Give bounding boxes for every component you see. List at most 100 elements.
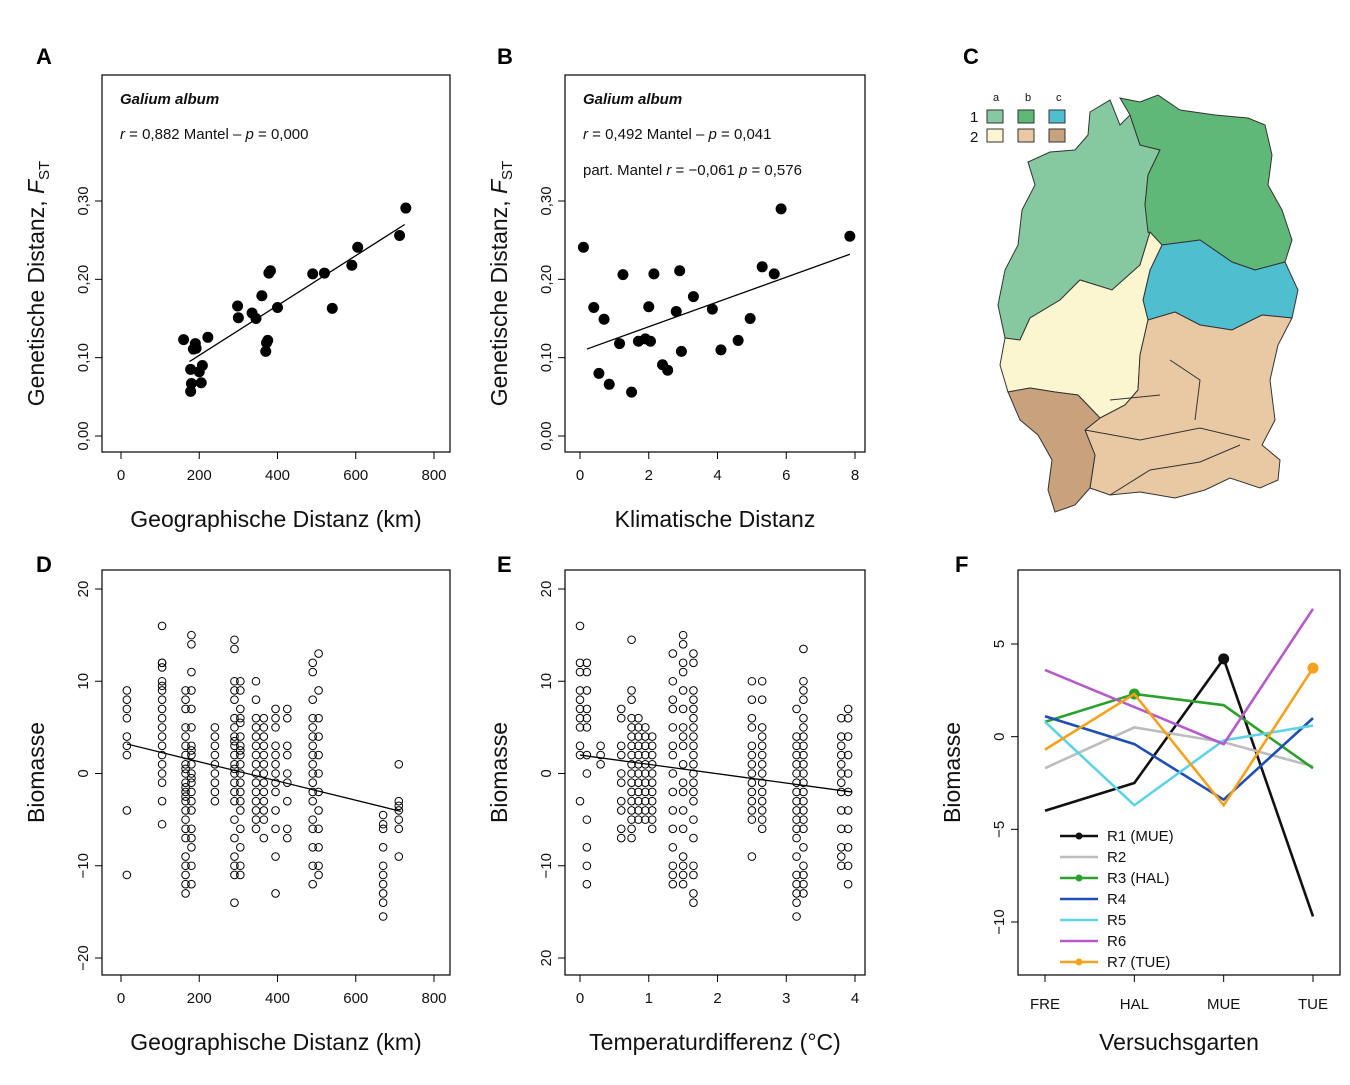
data-point xyxy=(157,741,167,751)
panel-letter-a: A xyxy=(36,44,52,69)
data-point xyxy=(230,686,239,695)
data-point xyxy=(643,301,655,313)
data-point xyxy=(582,843,592,852)
data-point xyxy=(747,759,757,769)
data-point xyxy=(271,723,280,732)
data-point xyxy=(157,681,167,691)
data-point xyxy=(230,852,239,861)
data-point xyxy=(616,704,626,714)
x-axis-title: Klimatische Distanz xyxy=(615,506,816,532)
x-tick-label: FRE xyxy=(1030,996,1060,1013)
data-point xyxy=(394,852,404,861)
data-point xyxy=(668,843,678,852)
data-point xyxy=(157,732,167,741)
data-point xyxy=(836,732,846,741)
data-point xyxy=(181,783,190,792)
data-point xyxy=(187,723,196,732)
data-point xyxy=(308,723,318,732)
data-point xyxy=(757,769,767,778)
data-point xyxy=(181,769,190,778)
data-point xyxy=(230,861,239,871)
data-point xyxy=(689,658,698,668)
data-point xyxy=(799,778,808,788)
data-point xyxy=(836,759,846,769)
data-point xyxy=(582,723,592,732)
legend-label: R2 xyxy=(1107,849,1126,866)
data-point xyxy=(271,750,280,760)
data-point xyxy=(634,787,643,797)
data-point xyxy=(843,824,853,834)
data-point xyxy=(634,741,643,751)
panel-letter-e: E xyxy=(497,552,512,577)
data-point xyxy=(307,268,319,280)
data-point xyxy=(157,713,167,723)
data-point xyxy=(747,723,757,732)
data-point xyxy=(236,732,245,741)
data-point xyxy=(582,667,592,677)
data-point xyxy=(678,686,688,695)
data-point xyxy=(262,334,274,346)
x-tick-label: 400 xyxy=(265,990,290,1007)
data-point xyxy=(792,889,801,898)
data-point xyxy=(647,732,657,741)
data-point xyxy=(792,824,801,834)
data-point xyxy=(689,898,698,907)
data-point xyxy=(314,649,323,658)
x-tick-label: 2 xyxy=(645,467,653,484)
data-point xyxy=(190,342,202,354)
panel-letter-f: F xyxy=(955,552,968,577)
data-point xyxy=(251,778,261,788)
data-point xyxy=(678,630,688,640)
data-point xyxy=(181,778,190,788)
series-line xyxy=(1044,667,1315,808)
y-tick-label: 0,10 xyxy=(538,343,555,372)
data-point xyxy=(616,769,626,778)
data-point xyxy=(627,769,636,778)
data-point xyxy=(236,824,245,834)
series-line xyxy=(1044,726,1314,770)
legend-label: R4 xyxy=(1107,891,1126,908)
data-point xyxy=(668,870,678,880)
data-point xyxy=(251,695,261,705)
data-point xyxy=(792,879,801,889)
data-point xyxy=(747,695,757,705)
data-point xyxy=(230,833,239,843)
data-point xyxy=(799,870,808,880)
data-point xyxy=(647,778,657,788)
data-point xyxy=(271,713,280,723)
y-axis-title: Genetische Distanz, FST xyxy=(486,161,516,406)
data-point xyxy=(575,713,585,723)
data-point xyxy=(575,621,585,631)
data-point xyxy=(181,764,190,774)
data-point xyxy=(843,732,853,741)
data-point xyxy=(187,879,196,889)
data-point xyxy=(647,750,657,760)
series-line xyxy=(1044,656,1315,917)
data-point xyxy=(251,815,261,824)
data-point xyxy=(689,833,698,843)
data-point xyxy=(689,741,698,751)
data-point xyxy=(157,686,167,695)
data-point xyxy=(627,695,636,705)
data-point xyxy=(799,861,808,871)
x-tick-label: 1 xyxy=(645,990,653,1007)
map-region-2c xyxy=(1007,387,1101,513)
data-point xyxy=(230,713,239,723)
map-legend-row-1: 1 xyxy=(970,109,978,126)
data-point xyxy=(647,796,657,806)
data-point xyxy=(230,732,239,741)
data-point xyxy=(187,806,196,815)
data-point xyxy=(230,676,239,686)
y-axis-title: Biomasse xyxy=(486,722,512,823)
data-point xyxy=(236,746,245,755)
data-point xyxy=(843,787,853,797)
data-point xyxy=(668,787,678,797)
y-tick-label: 0,10 xyxy=(75,343,92,372)
data-point xyxy=(674,265,686,277)
data-point xyxy=(668,861,678,871)
data-point xyxy=(799,676,808,686)
data-point xyxy=(843,806,853,815)
data-point xyxy=(641,778,650,788)
data-point xyxy=(582,713,592,723)
data-point xyxy=(792,787,801,797)
